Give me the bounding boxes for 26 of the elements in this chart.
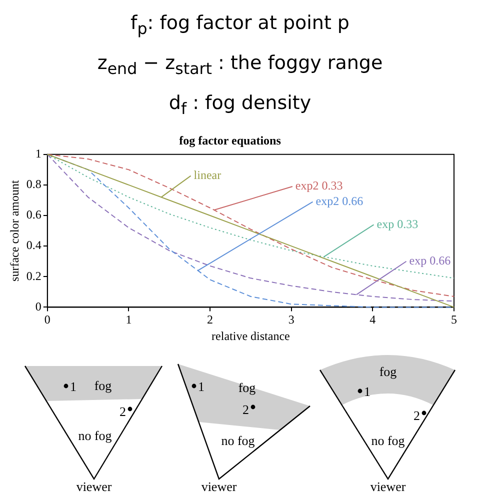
text: exp 0.33 <box>376 216 418 231</box>
y-tick-label: 0.6 <box>26 208 42 222</box>
y-tick-label: 0 <box>35 299 42 314</box>
text: exp2 0.66 <box>316 194 364 208</box>
x-axis-title: relative distance <box>212 328 290 343</box>
fog-diagram: fog no fog viewer 1 2 <box>177 364 310 494</box>
text: exp2 0.33 <box>295 178 343 193</box>
y-tick-label: 1 <box>35 146 42 161</box>
fog-diagram: fog no fog viewer 1 2 <box>320 355 456 494</box>
x-tick-label: 5 <box>451 312 457 327</box>
y-tick-label: 0.2 <box>26 268 42 283</box>
text: f$_{p}$: fog factor at point p <box>129 11 350 40</box>
y-tick-label: 0.4 <box>26 238 42 252</box>
x-tick-label: 4 <box>370 312 376 327</box>
text: linear <box>194 168 222 182</box>
text: z$_{end}$ − z$_{start}$ : the foggy range <box>96 50 384 80</box>
text: d$_{f}$ : fog density <box>168 90 312 120</box>
x-tick-label: 2 <box>207 312 214 327</box>
chart-title: fog factor equations <box>179 133 282 148</box>
y-axis-title: surface color amount <box>7 179 22 282</box>
text: exp 0.66 <box>409 254 451 268</box>
x-tick-label: 3 <box>288 312 294 327</box>
x-tick-label: 1 <box>126 312 132 327</box>
y-tick-label: 0.8 <box>26 177 42 192</box>
fog-diagram: fog no fog viewer 1 2 <box>24 366 163 494</box>
x-tick-label: 0 <box>44 312 50 327</box>
